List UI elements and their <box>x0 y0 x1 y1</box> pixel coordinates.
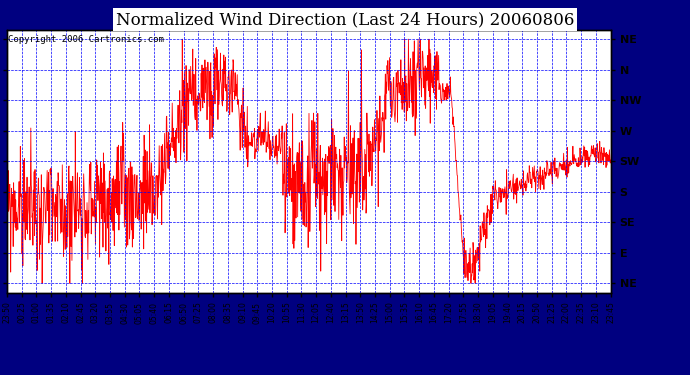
Text: Copyright 2006 Cartronics.com: Copyright 2006 Cartronics.com <box>8 35 164 44</box>
Text: Normalized Wind Direction (Last 24 Hours) 20060806: Normalized Wind Direction (Last 24 Hours… <box>116 11 574 28</box>
